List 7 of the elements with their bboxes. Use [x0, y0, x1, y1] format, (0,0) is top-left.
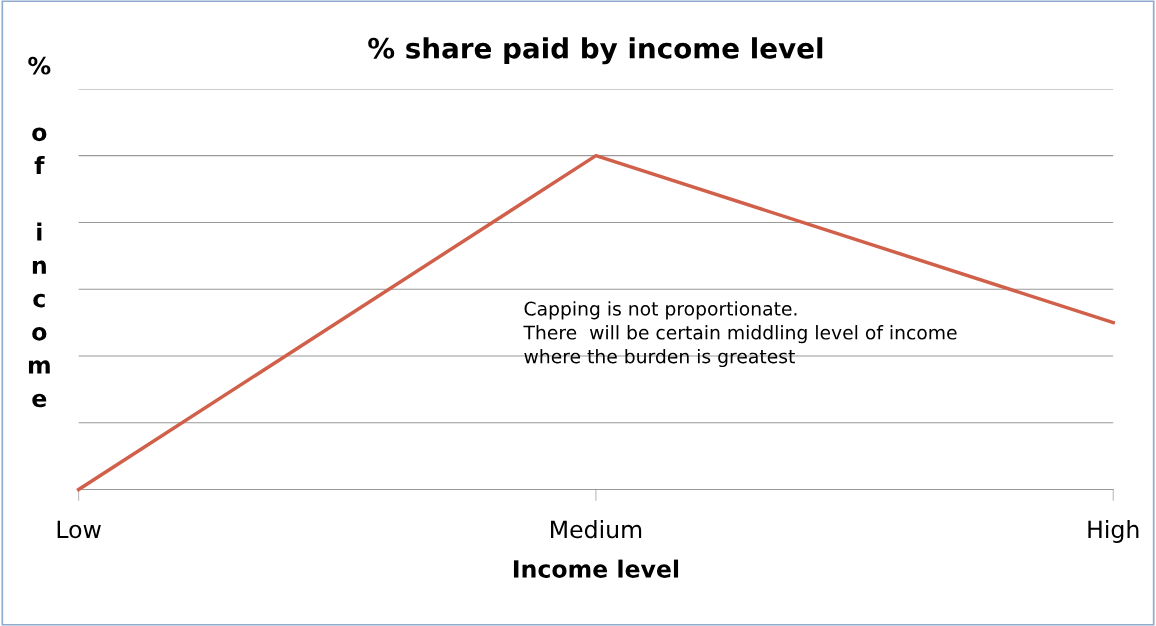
chart-title: % share paid by income level: [368, 37, 823, 65]
x-tick-label: High: [1088, 520, 1139, 543]
x-tick-label: Medium: [551, 520, 642, 539]
annotation: Capping is not proportionate. There will be certain middling level of income where the burden is greatest: [523, 301, 957, 368]
text: % of income: [28, 56, 51, 408]
x-tick-label: Low: [57, 520, 101, 539]
x-axis-title: Income level: [513, 559, 679, 578]
